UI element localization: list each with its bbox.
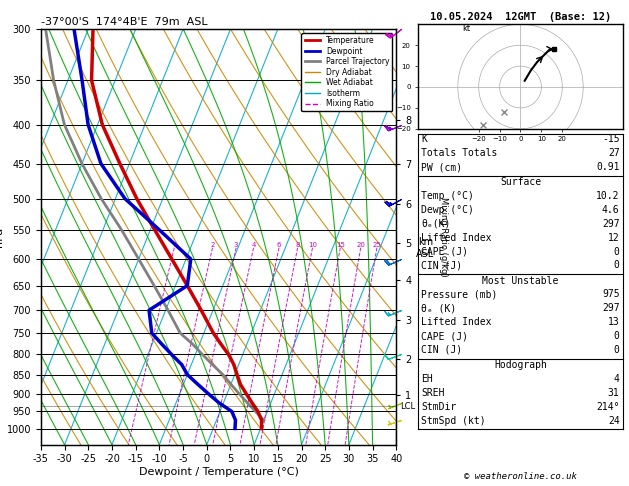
Y-axis label: hPa: hPa bbox=[0, 227, 4, 247]
Text: LCL: LCL bbox=[400, 402, 415, 411]
Text: 0: 0 bbox=[614, 246, 620, 257]
Text: CAPE (J): CAPE (J) bbox=[421, 331, 469, 341]
Text: 24: 24 bbox=[608, 416, 620, 426]
Text: 297: 297 bbox=[602, 303, 620, 313]
Text: 0.91: 0.91 bbox=[596, 162, 620, 172]
Text: StmSpd (kt): StmSpd (kt) bbox=[421, 416, 486, 426]
X-axis label: Dewpoint / Temperature (°C): Dewpoint / Temperature (°C) bbox=[138, 467, 299, 477]
Text: θₑ(K): θₑ(K) bbox=[421, 219, 451, 229]
Y-axis label: km
ASL: km ASL bbox=[416, 237, 435, 259]
Text: 0: 0 bbox=[614, 331, 620, 341]
Text: PW (cm): PW (cm) bbox=[421, 162, 462, 172]
Text: 1: 1 bbox=[172, 242, 177, 248]
Text: 12: 12 bbox=[608, 233, 620, 243]
Text: 214°: 214° bbox=[596, 401, 620, 412]
Text: 297: 297 bbox=[602, 219, 620, 229]
Text: 0: 0 bbox=[614, 345, 620, 355]
Text: 10.05.2024  12GMT  (Base: 12): 10.05.2024 12GMT (Base: 12) bbox=[430, 12, 611, 22]
Text: CIN (J): CIN (J) bbox=[421, 260, 462, 270]
Text: CIN (J): CIN (J) bbox=[421, 345, 462, 355]
Text: 25: 25 bbox=[372, 242, 381, 248]
Text: 0: 0 bbox=[614, 260, 620, 270]
Text: Temp (°C): Temp (°C) bbox=[421, 191, 474, 201]
Text: K: K bbox=[421, 134, 427, 144]
Text: 6: 6 bbox=[277, 242, 281, 248]
Text: -37°00'S  174°4B'E  79m  ASL: -37°00'S 174°4B'E 79m ASL bbox=[41, 17, 208, 27]
Text: CAPE (J): CAPE (J) bbox=[421, 246, 469, 257]
Text: 4: 4 bbox=[252, 242, 256, 248]
Text: θₑ (K): θₑ (K) bbox=[421, 303, 457, 313]
Text: 31: 31 bbox=[608, 388, 620, 398]
Text: SREH: SREH bbox=[421, 388, 445, 398]
Text: -15: -15 bbox=[602, 134, 620, 144]
Text: Lifted Index: Lifted Index bbox=[421, 233, 492, 243]
Text: Surface: Surface bbox=[500, 177, 541, 187]
Text: 8: 8 bbox=[296, 242, 300, 248]
Text: Mixing Ratio (g/kg): Mixing Ratio (g/kg) bbox=[439, 197, 448, 277]
Legend: Temperature, Dewpoint, Parcel Trajectory, Dry Adiabat, Wet Adiabat, Isotherm, Mi: Temperature, Dewpoint, Parcel Trajectory… bbox=[301, 33, 392, 111]
Text: © weatheronline.co.uk: © weatheronline.co.uk bbox=[464, 472, 577, 481]
Text: StmDir: StmDir bbox=[421, 401, 457, 412]
Text: Most Unstable: Most Unstable bbox=[482, 276, 559, 286]
Text: Lifted Index: Lifted Index bbox=[421, 317, 492, 327]
Text: 3: 3 bbox=[234, 242, 238, 248]
Text: 975: 975 bbox=[602, 290, 620, 299]
Text: 4.6: 4.6 bbox=[602, 205, 620, 215]
Text: Dewp (°C): Dewp (°C) bbox=[421, 205, 474, 215]
Text: Totals Totals: Totals Totals bbox=[421, 148, 498, 158]
Text: 27: 27 bbox=[608, 148, 620, 158]
Text: EH: EH bbox=[421, 374, 433, 384]
Text: Pressure (mb): Pressure (mb) bbox=[421, 290, 498, 299]
Text: 10.2: 10.2 bbox=[596, 191, 620, 201]
Text: 10: 10 bbox=[308, 242, 317, 248]
Text: 2: 2 bbox=[210, 242, 214, 248]
Text: kt: kt bbox=[462, 23, 470, 33]
Text: 13: 13 bbox=[608, 317, 620, 327]
Text: 20: 20 bbox=[356, 242, 365, 248]
Text: Hodograph: Hodograph bbox=[494, 360, 547, 370]
Text: 15: 15 bbox=[336, 242, 345, 248]
Text: 4: 4 bbox=[614, 374, 620, 384]
